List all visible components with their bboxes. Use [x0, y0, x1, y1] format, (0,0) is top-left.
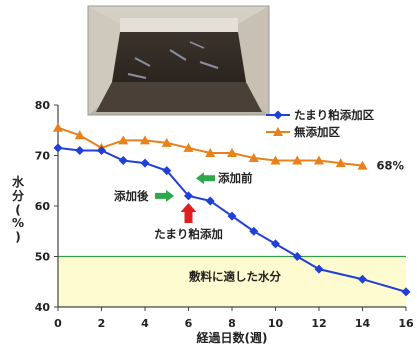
data-point-0	[227, 211, 237, 221]
after-arrow-icon	[155, 189, 174, 202]
data-point-1	[248, 153, 259, 163]
suitable-moisture-label: 敷料に適した水分	[189, 270, 281, 284]
x-axis-title: 経過日数(週)	[197, 330, 268, 345]
x-tick-label: 8	[228, 317, 236, 330]
data-point-1	[314, 155, 324, 165]
data-point-1	[205, 147, 216, 157]
data-point-0	[97, 145, 106, 155]
y-tick-label: 40	[35, 301, 51, 314]
data-point-1	[357, 160, 368, 170]
data-point-1	[161, 137, 172, 147]
y-axis-title-char: 水	[12, 174, 25, 189]
data-point-0	[401, 287, 411, 297]
addition-event-label: たまり粕添加	[154, 227, 223, 241]
data-point-0	[314, 264, 324, 274]
data-point-0	[249, 226, 259, 236]
addition-event-arrow-icon	[180, 202, 197, 223]
data-point-1	[183, 142, 194, 152]
y-axis-title-char: (	[15, 203, 20, 217]
after-addition-label: 添加後	[114, 189, 149, 203]
x-tick-label: 10	[268, 317, 284, 330]
legend-label-tamari: たまり粕添加区	[294, 108, 375, 122]
before-addition-label: 添加前	[218, 171, 253, 185]
data-point-0	[292, 252, 302, 261]
data-point-0	[75, 145, 85, 155]
data-point-1	[270, 155, 281, 165]
x-tick-label: 16	[398, 317, 414, 330]
compost-bin-photo-icon	[87, 5, 270, 116]
y-axis-title: 水分(%)	[12, 174, 25, 244]
legend: たまり粕添加区 無添加区	[266, 108, 375, 139]
data-point-0	[162, 166, 172, 176]
end-value-label: 68%	[377, 159, 405, 173]
suitable-moisture-band	[58, 256, 406, 307]
data-point-0	[358, 274, 367, 284]
data-point-1	[335, 158, 346, 168]
legend-marker-control	[273, 127, 283, 136]
x-tick-label: 14	[355, 317, 371, 330]
data-point-0	[184, 191, 193, 201]
x-tick-label: 4	[141, 317, 149, 330]
data-point-0	[118, 156, 128, 166]
y-axis-title-char: %	[12, 216, 24, 230]
y-tick-label: 60	[35, 200, 51, 213]
y-tick-label: 50	[35, 251, 51, 264]
x-tick-group: 0 2 4 6 8 10 12 14 16	[54, 307, 414, 330]
data-point-1	[74, 130, 85, 140]
x-tick-label: 2	[98, 317, 106, 330]
data-point-1	[292, 155, 303, 165]
x-tick-label: 0	[54, 317, 62, 330]
y-axis-title-char: )	[15, 230, 20, 244]
y-axis-title-char: 分	[12, 188, 24, 203]
data-point-1	[140, 135, 150, 145]
data-point-1	[118, 135, 129, 145]
y-tick-group: 40 50 60 70 80	[35, 99, 58, 314]
legend-label-control: 無添加区	[294, 125, 340, 139]
data-point-0	[205, 196, 215, 206]
x-tick-label: 6	[185, 317, 193, 330]
data-point-1	[53, 122, 63, 132]
y-tick-label: 70	[35, 150, 51, 163]
y-tick-label: 80	[35, 99, 51, 112]
series-layer	[53, 122, 411, 297]
x-tick-label: 12	[311, 317, 326, 330]
before-arrow-icon	[196, 172, 215, 185]
legend-marker-tamari	[273, 110, 283, 120]
data-point-0	[53, 143, 63, 153]
data-point-0	[140, 158, 150, 168]
data-point-1	[227, 147, 237, 157]
data-point-0	[271, 239, 280, 249]
